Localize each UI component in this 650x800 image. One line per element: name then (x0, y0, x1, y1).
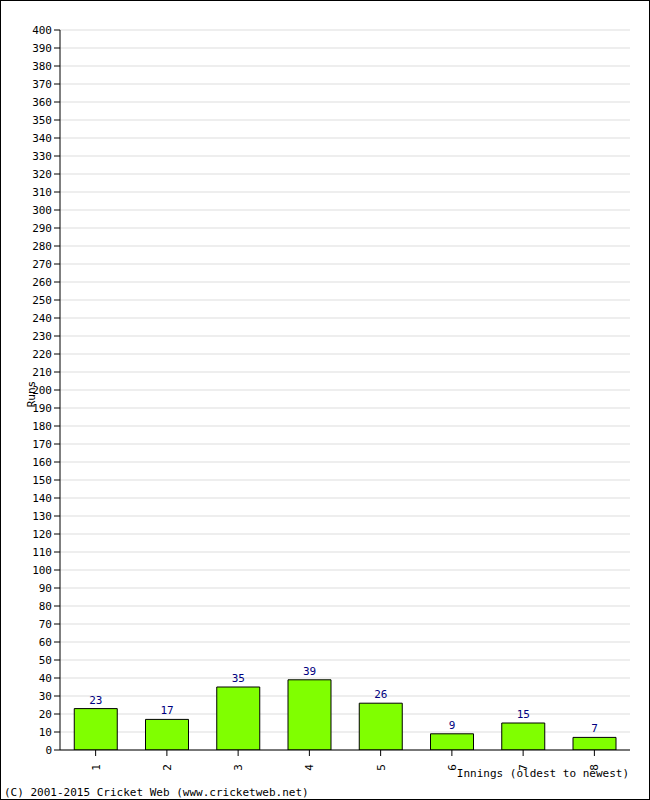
svg-text:320: 320 (32, 168, 52, 181)
svg-text:260: 260 (32, 276, 52, 289)
svg-text:3: 3 (232, 764, 245, 771)
svg-text:200: 200 (32, 383, 52, 397)
svg-text:17: 17 (160, 704, 173, 717)
svg-text:10: 10 (39, 726, 52, 739)
svg-text:380: 380 (32, 60, 52, 73)
svg-text:140: 140 (32, 492, 52, 505)
svg-text:220: 220 (32, 348, 52, 361)
svg-text:70: 70 (39, 618, 52, 631)
svg-text:7: 7 (591, 722, 598, 735)
svg-text:330: 330 (32, 150, 52, 163)
svg-text:210: 210 (32, 366, 52, 379)
svg-text:110: 110 (32, 546, 52, 559)
svg-text:370: 370 (32, 78, 52, 91)
svg-text:1: 1 (90, 764, 103, 771)
svg-text:2: 2 (161, 764, 174, 771)
svg-text:35: 35 (232, 672, 245, 685)
svg-text:300: 300 (32, 204, 52, 217)
svg-text:310: 310 (32, 186, 52, 199)
svg-text:230: 230 (32, 330, 52, 343)
svg-text:170: 170 (32, 438, 52, 451)
svg-text:290: 290 (32, 222, 52, 235)
svg-text:190: 190 (32, 401, 52, 415)
svg-text:270: 270 (32, 258, 52, 271)
svg-text:250: 250 (32, 294, 52, 307)
svg-text:5: 5 (375, 764, 388, 771)
svg-text:40: 40 (39, 672, 52, 685)
svg-text:160: 160 (32, 456, 52, 469)
svg-text:60: 60 (39, 636, 52, 649)
svg-text:240: 240 (32, 312, 52, 325)
html-text:Innings (oldest to newest): Innings (oldest to newest) (456, 767, 629, 780)
svg-text:150: 150 (32, 474, 52, 487)
html-text:Runs: Runs (24, 380, 38, 408)
svg-text:100: 100 (32, 564, 52, 577)
svg-text:130: 130 (32, 510, 52, 523)
svg-text:400: 400 (32, 24, 52, 37)
svg-text:6: 6 (445, 764, 459, 771)
svg-text:180: 180 (32, 420, 52, 433)
svg-text:20: 20 (39, 708, 52, 721)
svg-text:120: 120 (32, 528, 52, 541)
svg-text:390: 390 (32, 42, 52, 55)
svg-text:30: 30 (39, 690, 52, 703)
svg-text:39: 39 (303, 665, 316, 678)
svg-text:50: 50 (39, 654, 52, 667)
svg-text:280: 280 (32, 240, 52, 253)
svg-text:15: 15 (517, 708, 530, 721)
svg-text:350: 350 (32, 114, 52, 127)
svg-text:360: 360 (32, 96, 52, 109)
svg-text:26: 26 (374, 688, 387, 701)
svg-text:80: 80 (39, 600, 52, 613)
svg-text:0: 0 (45, 744, 52, 757)
svg-text:23: 23 (89, 694, 102, 707)
svg-text:9: 9 (449, 719, 456, 732)
svg-text:4: 4 (303, 764, 316, 771)
html-text:(C) 2001-2015 Cricket Web (www: (C) 2001-2015 Cricket Web (www.cricketwe… (4, 786, 309, 799)
svg-text:90: 90 (39, 582, 52, 595)
svg-text:340: 340 (32, 132, 52, 145)
